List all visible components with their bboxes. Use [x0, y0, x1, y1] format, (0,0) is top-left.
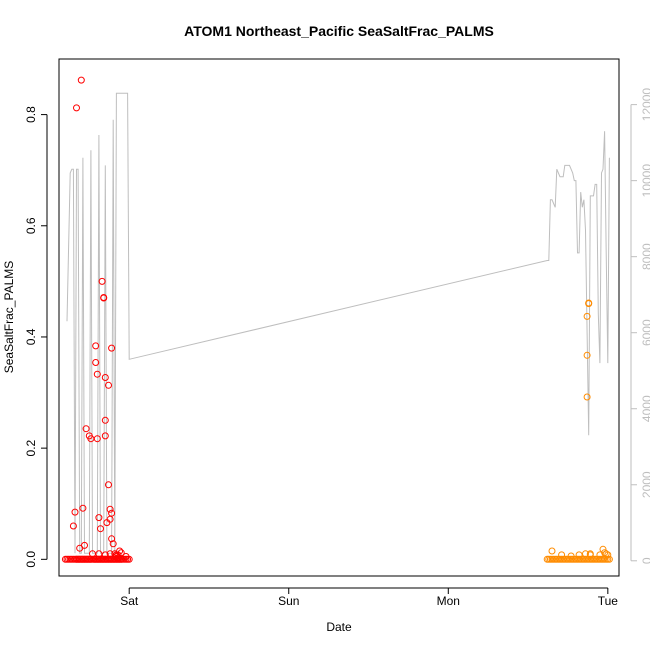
y2-tick-label: 0 — [640, 557, 650, 564]
axes: 0.0 0.2 0.4 0.6 0.8 Sat Sun Mon Tue 0 2000 4000 6000… — [24, 58, 650, 608]
data-point-series-1 — [101, 551, 109, 559]
data-point-series-2 — [605, 555, 613, 563]
data-point-series-1 — [116, 547, 124, 555]
x-tick-label: Sun — [278, 594, 299, 608]
data-point-series-1 — [93, 435, 101, 443]
data-point-series-1 — [108, 344, 116, 352]
data-point-series-2 — [558, 551, 566, 559]
x-tick-label: Tue — [598, 594, 619, 608]
plot-area — [61, 76, 613, 563]
data-point-series-1 — [106, 505, 114, 513]
data-point-series-1 — [92, 359, 100, 366]
data-point-series-1 — [79, 504, 87, 512]
y-tick-label: 0.8 — [24, 106, 38, 123]
data-point-series-2 — [567, 552, 575, 560]
data-point-series-1 — [73, 104, 80, 112]
data-point-series-2 — [583, 351, 591, 359]
data-point-series-1 — [95, 514, 103, 522]
y-tick-label: 0.0 — [24, 551, 38, 568]
data-point-series-2 — [583, 393, 591, 401]
plot-box — [58, 58, 620, 577]
data-point-series-1 — [100, 294, 108, 302]
data-point-series-1 — [69, 522, 77, 530]
x-tick-label: Sat — [120, 594, 139, 608]
y-tick-label: 0.6 — [24, 217, 38, 234]
data-point-series-1 — [101, 432, 109, 440]
y-tick-label: 0.4 — [24, 328, 38, 345]
data-point-series-2 — [575, 551, 583, 559]
y2-tick-label: 12000 — [640, 88, 650, 122]
data-point-series-2 — [599, 545, 607, 553]
y-tick-label: 0.2 — [24, 439, 38, 456]
data-point-series-1 — [77, 76, 85, 84]
data-point-series-1 — [97, 525, 104, 533]
data-point-series-2 — [582, 550, 589, 558]
data-point-series-2 — [604, 551, 612, 559]
y2-tick-label: 2000 — [640, 471, 650, 498]
y2-tick-label: 6000 — [640, 319, 650, 346]
y2-tick-label: 10000 — [640, 164, 650, 198]
data-point-series-1 — [71, 508, 79, 516]
data-point-series-1 — [105, 481, 112, 489]
data-point-series-1 — [106, 550, 114, 558]
data-point-series-1 — [108, 509, 116, 517]
y2-tick-label: 4000 — [640, 395, 650, 422]
data-point-series-2 — [602, 550, 610, 558]
chart-title: ATOM1 Northeast_Pacific SeaSaltFrac_PALM… — [184, 23, 494, 39]
altitude-line — [66, 92, 610, 554]
data-point-series-1 — [122, 553, 130, 560]
data-point-series-1 — [105, 381, 112, 389]
data-point-series-1 — [101, 416, 109, 424]
data-point-series-1 — [98, 277, 106, 285]
data-point-series-2 — [586, 551, 594, 559]
data-point-series-1 — [108, 535, 116, 543]
data-point-series-1 — [95, 550, 103, 558]
data-point-series-1 — [101, 374, 109, 381]
data-point-series-1 — [112, 553, 120, 560]
x-axis-label: Date — [326, 620, 352, 634]
data-point-series-1 — [81, 541, 88, 549]
x-tick-label: Mon — [437, 594, 460, 608]
data-point-series-2 — [585, 299, 593, 307]
y2-tick-label: 8000 — [640, 243, 650, 270]
y-axis-label: SeaSaltFrac_PALMS — [2, 261, 16, 374]
data-point-series-1 — [109, 540, 117, 548]
data-point-series-2 — [548, 547, 556, 555]
data-point-series-1 — [93, 370, 101, 378]
data-point-series-1 — [114, 554, 122, 562]
data-point-series-2 — [583, 312, 591, 320]
data-point-series-1 — [92, 342, 100, 350]
data-point-series-1 — [117, 549, 125, 557]
data-point-series-1 — [82, 425, 90, 433]
